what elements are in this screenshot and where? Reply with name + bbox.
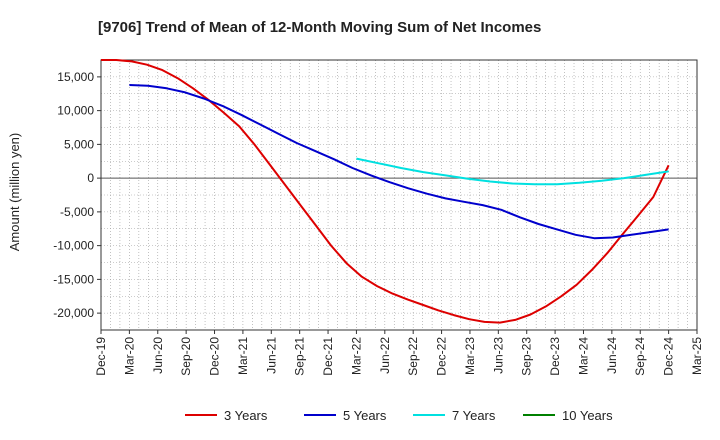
x-tick-label: Mar-24 (576, 337, 590, 375)
x-tick-label: Mar-20 (122, 337, 136, 375)
legend-label-10-years: 10 Years (562, 408, 613, 423)
x-tick-label: Mar-23 (463, 337, 477, 375)
y-tick-label: -5,000 (60, 205, 94, 219)
x-tick-label: Jun-22 (378, 337, 392, 374)
x-tick-label: Sep-21 (293, 337, 307, 376)
chart-title: [9706] Trend of Mean of 12-Month Moving … (98, 19, 541, 36)
y-tick-label: 0 (87, 171, 94, 185)
series-layer (101, 59, 670, 324)
legend: 3 Years 5 Years 7 Years 10 Years (185, 408, 613, 423)
legend-label-5-years: 5 Years (343, 408, 387, 423)
y-tick-label: 5,000 (64, 137, 94, 151)
series-line-7-years (356, 157, 669, 186)
x-tick-label: Sep-22 (406, 337, 420, 376)
x-tick-label: Jun-20 (151, 337, 165, 374)
x-tick-label: Mar-21 (236, 337, 250, 375)
legend-label-7-years: 7 Years (452, 408, 496, 423)
axis-layer: 15,000 10,000 5,000 0 -5,000 -10,000 -15,000 -2… (53, 59, 704, 376)
x-tick-label: Dec-20 (208, 337, 222, 376)
x-tick-label: Dec-19 (94, 337, 108, 376)
x-tick-label: Jun-21 (264, 337, 278, 374)
x-tick-label: Dec-22 (435, 337, 449, 376)
x-tick-label: Dec-23 (548, 337, 562, 376)
x-tick-label: Sep-24 (633, 337, 647, 376)
y-tick-label: -20,000 (53, 306, 94, 320)
x-tick-label: Jun-24 (605, 337, 619, 374)
x-tick-label: Mar-25 (690, 337, 704, 375)
x-tick-label: Dec-21 (321, 337, 335, 376)
plot-frame (100, 59, 698, 331)
series-line-3-years (101, 59, 670, 324)
y-tick-label: -10,000 (53, 239, 94, 253)
y-tick-label: 10,000 (57, 104, 94, 118)
y-axis-label: Amount (million yen) (7, 133, 22, 252)
grid-layer (101, 60, 697, 330)
x-tick-label: Dec-24 (662, 337, 676, 376)
y-tick-label: -15,000 (53, 272, 94, 286)
y-tick-label: 15,000 (57, 70, 94, 84)
series-line-5-years (129, 84, 669, 240)
legend-label-3-years: 3 Years (224, 408, 268, 423)
x-tick-label: Sep-23 (520, 337, 534, 376)
x-tick-label: Mar-22 (349, 337, 363, 375)
x-tick-label: Jun-23 (491, 337, 505, 374)
x-tick-label: Sep-20 (179, 337, 193, 376)
